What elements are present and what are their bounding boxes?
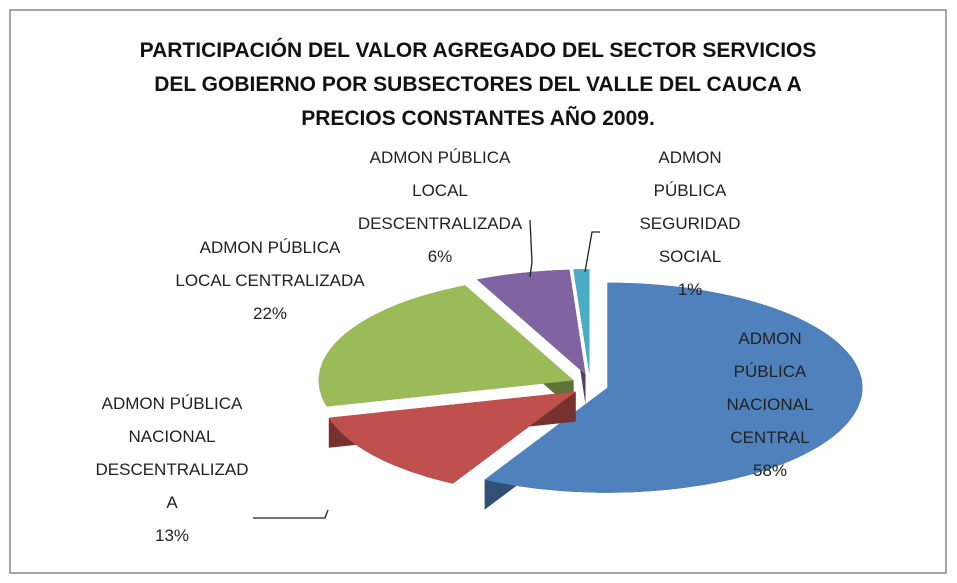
data-label: ADMON PÚBLICA NACIONAL DESCENTRALIZADA 13… [92, 387, 252, 552]
value-label: 22% [252, 304, 288, 323]
value-label: 1% [677, 280, 703, 299]
slice [484, 282, 863, 493]
leader-line [584, 231, 600, 273]
data-label: ADMON PÚBLICA LOCAL DESCENTRALIZADA 6% [345, 141, 535, 273]
leader-line [253, 509, 329, 519]
category-label: ADMON PÚBLICA LOCAL DESCENTRALIZADA [357, 148, 523, 233]
value-label: 6% [427, 247, 453, 266]
data-label: ADMON PÚBLICA SEGURIDAD SOCIAL 1% [625, 141, 755, 306]
slice [318, 285, 574, 407]
category-label: ADMON PÚBLICA NACIONAL DESCENTRALIZADA [95, 394, 249, 512]
category-label: ADMON PÚBLICA LOCAL CENTRALIZADA [175, 238, 365, 290]
chart-title: PARTICIPACIÓN DEL VALOR AGREGADO DEL SEC… [139, 39, 817, 130]
data-label: ADMON PÚBLICA NACIONAL CENTRAL 58% [700, 322, 840, 487]
data-label: ADMON PÚBLICA LOCAL CENTRALIZADA 22% [175, 231, 365, 330]
category-label: ADMON PÚBLICA NACIONAL CENTRAL [726, 329, 814, 447]
slice [573, 269, 590, 375]
value-label: 13% [154, 526, 190, 545]
category-label: ADMON PÚBLICA SEGURIDAD SOCIAL [639, 148, 741, 266]
slice [328, 391, 576, 484]
leader-line [529, 219, 533, 278]
chart-border [9, 9, 947, 574]
value-label: 58% [752, 461, 788, 480]
slice [476, 269, 586, 375]
